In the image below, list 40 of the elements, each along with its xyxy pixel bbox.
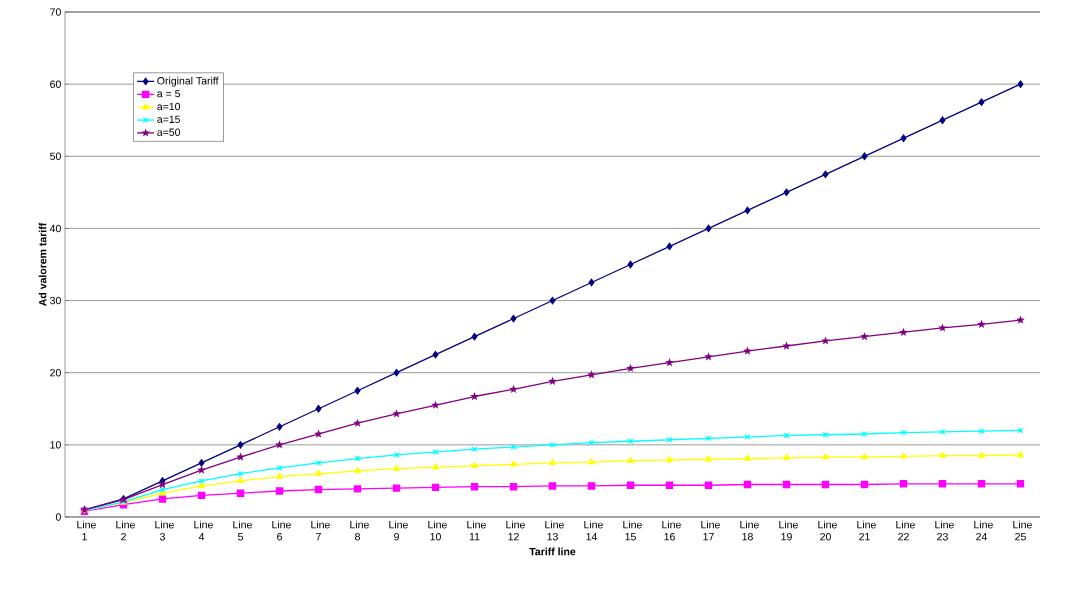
- legend-label: a=50: [157, 128, 181, 136]
- x-tick-label: Line 13: [545, 520, 564, 541]
- x-tick-label: Line 17: [701, 520, 720, 541]
- x-tick-label: Line 22: [896, 520, 915, 541]
- x-tick-label: Line 7: [311, 520, 330, 541]
- x-tick-label: Line 23: [935, 520, 954, 541]
- x-tick-label: Line 16: [662, 520, 681, 541]
- x-tick-label: Line 20: [818, 520, 837, 541]
- y-tick-label: 40: [49, 224, 61, 233]
- legend-label: a=15: [157, 115, 181, 124]
- x-axis-title: Tariff line: [529, 547, 576, 556]
- x-tick-label: Line 12: [506, 520, 525, 541]
- x-tick-label: Line 25: [1013, 520, 1032, 541]
- x-tick-label: Line 11: [467, 520, 486, 541]
- y-tick-label: 0: [55, 513, 61, 521]
- x-tick-label: Line 24: [974, 520, 993, 541]
- y-tick-label: 70: [50, 8, 61, 16]
- x-tick-label: Line 10: [428, 520, 447, 541]
- y-tick-label: 50: [50, 152, 61, 161]
- x-tick-label: Line 19: [779, 520, 798, 541]
- y-tick-label: 10: [50, 441, 61, 449]
- legend-label: a = 5: [157, 89, 181, 98]
- y-tick-label: 60: [50, 80, 61, 88]
- y-tick-label: 30: [50, 296, 61, 305]
- x-tick-label: Line 6: [272, 520, 291, 541]
- x-tick-label: Line 3: [155, 520, 174, 541]
- legend-label: a=10: [157, 102, 181, 111]
- legend-label: Original Tariff: [157, 76, 219, 87]
- x-tick-label: Line 21: [857, 520, 876, 541]
- x-tick-label: Line 2: [116, 520, 135, 541]
- y-axis-title: Ad valorem tariff: [38, 222, 47, 306]
- y-tick-label: 20: [50, 369, 61, 377]
- x-tick-label: Line 14: [584, 520, 603, 541]
- x-tick-label: Line 8: [350, 520, 369, 541]
- x-tick-label: Line 15: [623, 520, 642, 541]
- x-tick-label: Line 5: [233, 520, 252, 541]
- x-tick-label: Line 1: [77, 520, 96, 541]
- x-tick-label: Line 9: [389, 520, 408, 541]
- x-tick-label: Line 18: [740, 520, 759, 541]
- x-tick-label: Line 4: [194, 520, 213, 541]
